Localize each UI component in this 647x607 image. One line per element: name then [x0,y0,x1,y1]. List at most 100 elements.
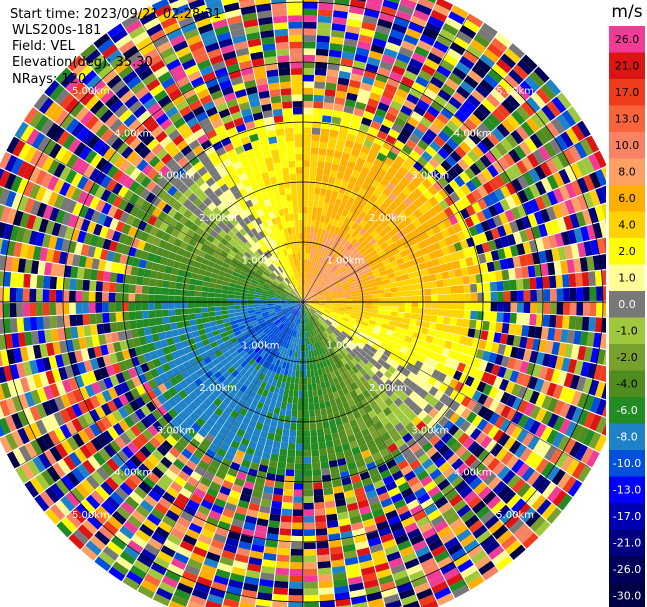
velocity-gate [305,317,308,325]
velocity-gate [476,141,490,155]
velocity-gate [103,444,116,458]
velocity-gate [370,164,380,174]
velocity-gate [335,284,343,289]
velocity-gate [422,372,432,383]
velocity-gate [577,345,587,361]
velocity-gate [98,259,107,271]
velocity-gate [305,302,313,306]
velocity-gate [56,315,64,328]
velocity-gate [261,291,269,295]
velocity-gate [573,330,582,345]
velocity-gate [312,300,320,302]
velocity-gate [588,379,600,396]
velocity-gate [207,383,217,393]
velocity-gate [186,427,198,438]
velocity-gate [301,304,303,312]
velocity-gate [76,267,85,279]
velocity-gate [462,275,470,285]
velocity-gate [303,233,307,240]
velocity-gate [327,203,335,212]
velocity-gate [44,262,53,276]
velocity-gate [304,259,308,267]
velocity-gate [467,265,476,276]
velocity-gate [552,171,565,188]
velocity-gate [463,345,472,356]
velocity-gate [367,386,376,395]
velocity-gate [304,286,307,293]
velocity-gate [288,442,296,450]
velocity-gate [260,498,272,507]
velocity-gate [195,341,204,349]
velocity-gate [307,206,313,214]
velocity-gate [278,387,285,396]
velocity-gate [355,224,363,233]
velocity-gate [220,298,228,302]
velocity-gate [42,357,52,372]
velocity-gate [272,343,279,351]
velocity-gate [355,193,364,202]
velocity-gate [107,515,123,530]
velocity-gate [378,265,386,273]
velocity-gate [322,331,328,338]
velocity-gate [241,459,252,469]
velocity-gate [317,334,323,341]
velocity-gate [307,344,311,351]
velocity-gate [65,406,77,421]
velocity-gate [249,462,260,471]
velocity-gate [255,443,265,452]
velocity-gate [516,278,524,290]
velocity-gate [413,198,423,209]
velocity-gate [230,278,238,285]
velocity-gate [394,533,409,545]
velocity-gate [62,315,71,328]
velocity-gate [346,334,354,342]
velocity-gate [232,419,242,429]
velocity-gate [317,561,331,569]
velocity-gate [419,34,436,46]
velocity-gate [96,433,109,448]
velocity-gate [497,291,504,302]
velocity-gate [142,277,150,286]
velocity-gate [311,456,320,464]
velocity-gate [144,543,160,557]
velocity-gate [295,324,299,331]
velocity-gate [366,395,375,404]
velocity-gate [275,320,282,327]
velocity-gate [124,459,138,473]
velocity-gate [284,311,291,317]
velocity-gate [201,564,217,575]
velocity-gate [394,575,411,587]
velocity-gate [457,302,465,310]
velocity-gate [172,404,184,415]
velocity-gate [170,244,180,254]
velocity-gate [334,492,345,501]
velocity-gate [335,417,343,426]
velocity-gate [408,133,421,145]
velocity-gate [229,424,239,434]
velocity-gate [363,315,371,320]
velocity-gate [319,587,334,595]
velocity-gate [328,392,335,401]
velocity-gate [428,386,439,397]
velocity-gate [45,487,60,504]
velocity-gate [258,358,266,366]
velocity-gate [338,275,346,281]
velocity-gate [215,362,224,371]
velocity-gate [342,315,350,320]
velocity-gate [480,371,491,384]
velocity-gate [261,289,269,293]
velocity-gate [354,387,363,396]
velocity-gate [343,355,351,363]
velocity-gate [589,171,602,189]
velocity-gate [526,153,540,168]
velocity-gate [324,434,333,442]
velocity-gate [227,294,235,299]
velocity-gate [275,344,281,352]
velocity-gate [587,153,601,171]
velocity-gate [478,253,487,264]
velocity-gate [380,392,389,402]
velocity-gate [436,316,444,324]
velocity-gate [367,537,382,547]
velocity-gate [293,483,303,490]
velocity-gate [441,483,455,497]
